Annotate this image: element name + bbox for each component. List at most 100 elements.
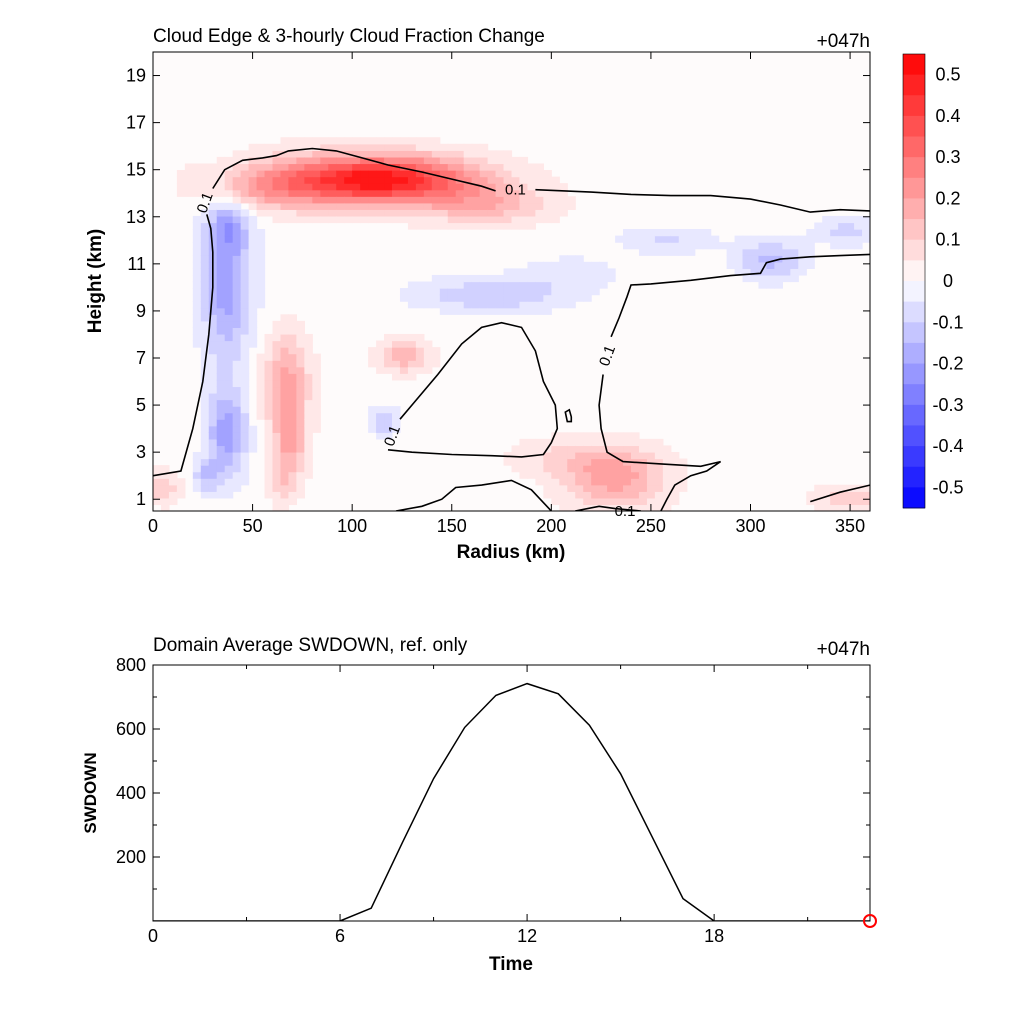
field-cell [272, 209, 282, 217]
field-cell [782, 235, 791, 243]
field-cell [511, 274, 521, 283]
field-cell [670, 465, 680, 473]
field-cell [575, 288, 584, 296]
field-cell [423, 366, 433, 374]
field-cell [376, 170, 385, 178]
field-cell [750, 255, 760, 263]
field-cell [384, 170, 393, 178]
field-cell [232, 255, 242, 263]
field-cell [463, 281, 473, 289]
field-cell [527, 268, 536, 276]
y-tick-label: 15 [126, 160, 146, 180]
field-cell [288, 425, 297, 433]
field-cell [392, 406, 401, 414]
field-cell [646, 458, 656, 466]
field-cell [431, 360, 441, 368]
field-cell [224, 438, 234, 447]
field-cell [304, 333, 313, 342]
field-cell [463, 301, 473, 309]
field-cell [288, 379, 297, 388]
field-cell [216, 242, 226, 250]
field-cell [830, 491, 839, 499]
field-cell [431, 156, 441, 165]
field-cell [216, 189, 226, 197]
field-cell [431, 301, 441, 309]
field-cell [495, 176, 505, 184]
field-cell [830, 497, 839, 506]
field-cell [232, 333, 242, 342]
field-cell [232, 347, 242, 355]
field-cell [607, 491, 616, 499]
field-cell [535, 183, 544, 191]
field-cell [511, 215, 521, 224]
field-cell [455, 176, 465, 184]
field-cell [623, 497, 632, 506]
field-cell [527, 274, 536, 283]
field-cell [407, 176, 417, 184]
field-cell [200, 491, 210, 499]
field-cell [495, 156, 505, 165]
field-cell [272, 189, 282, 197]
field-cell [216, 281, 226, 289]
field-cell [519, 438, 529, 447]
field-cell [535, 176, 544, 184]
field-cell [264, 419, 274, 427]
field-cell [407, 163, 417, 171]
field-cell [192, 320, 202, 328]
field-cell [519, 281, 529, 289]
field-cell [288, 347, 297, 355]
field-cell [479, 196, 489, 204]
field-cell [535, 307, 544, 315]
field-cell [216, 432, 226, 440]
field-cell [192, 163, 202, 171]
field-cell [583, 478, 592, 486]
field-cell [423, 209, 433, 217]
field-cell [304, 379, 313, 388]
field-cell [455, 183, 465, 191]
field-cell [272, 392, 282, 401]
field-cell [216, 176, 226, 184]
field-cell [288, 458, 297, 466]
field-cell [399, 189, 409, 197]
field-cell [192, 261, 202, 269]
field-cell [272, 170, 282, 178]
field-cell [646, 438, 656, 447]
field-cell [822, 497, 831, 506]
field-cell [264, 445, 274, 453]
field-cell [702, 229, 712, 237]
field-cell [575, 451, 584, 460]
field-cell [208, 373, 218, 381]
field-cell [631, 484, 640, 492]
field-cell [240, 215, 250, 224]
field-cell [782, 261, 791, 269]
field-cell [631, 478, 640, 486]
field-cell [328, 163, 337, 171]
field-cell [575, 438, 584, 447]
field-cell [272, 465, 282, 473]
field-cell [296, 360, 305, 368]
field-cell [208, 484, 218, 492]
field-cell [264, 183, 274, 191]
field-cell [392, 143, 401, 151]
field-cell [256, 261, 266, 269]
field-cell [646, 465, 656, 473]
field-cell [599, 491, 608, 499]
field-cell [551, 209, 560, 217]
field-cell [670, 497, 680, 506]
field-cell [312, 196, 321, 204]
field-cell [240, 438, 250, 447]
field-cell [662, 242, 672, 250]
field-cell [838, 222, 847, 230]
field-cell [296, 209, 305, 217]
field-cell [399, 150, 409, 158]
field-cell [511, 465, 521, 473]
field-cell [822, 235, 831, 243]
field-cell [288, 333, 297, 342]
field-cell [583, 274, 592, 283]
field-cell [551, 202, 560, 210]
field-cell [654, 445, 664, 453]
field-cell [487, 189, 497, 197]
field-cell [296, 445, 305, 453]
field-cell [527, 288, 536, 296]
field-cell [328, 143, 337, 151]
